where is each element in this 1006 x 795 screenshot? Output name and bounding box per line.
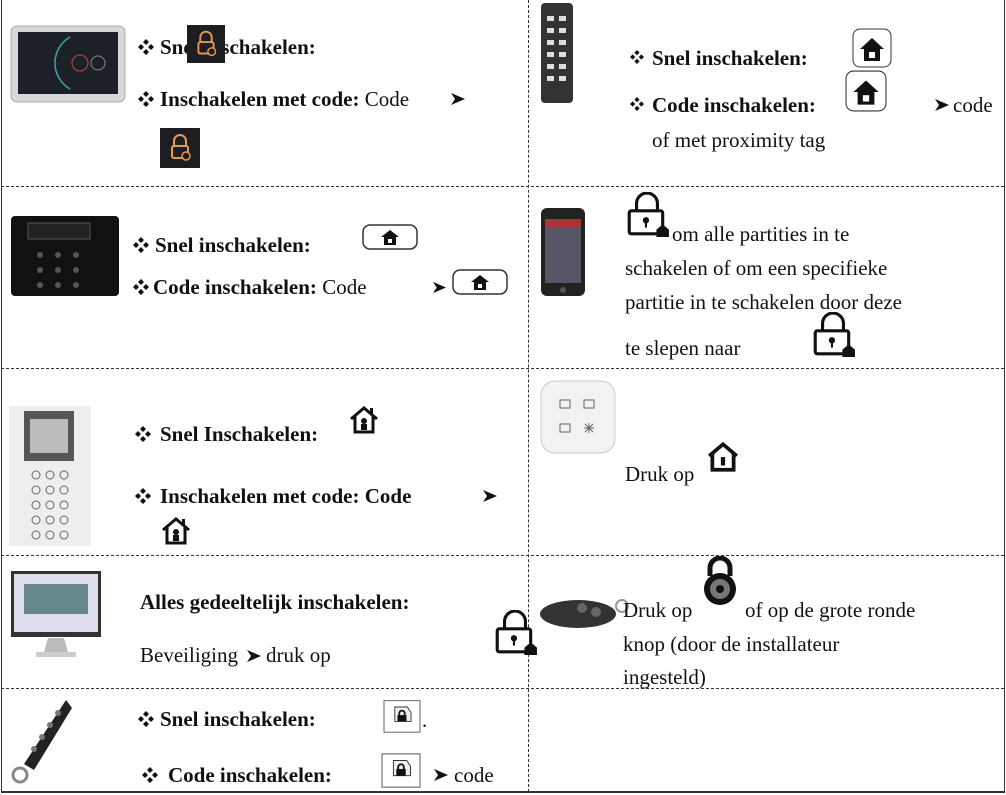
instruction: Inschakelen met code: Code [160,87,409,111]
arrow [450,91,466,107]
bullet [142,767,158,783]
arrow [433,767,449,783]
lock-home-icon [810,312,856,358]
arrow [482,488,498,504]
bullet [135,488,151,504]
text: partitie in te schakelen door deze [625,290,902,314]
label: Code inschakelen: [168,763,332,787]
lock-home-icon [492,610,538,656]
bullet [133,279,149,295]
lock-button-icon [382,698,422,734]
text: te slepen naar [625,336,741,360]
arrow [246,648,262,664]
label: Code inschakelen: [652,93,816,117]
lock-home-icon [624,192,670,238]
lock-icon [187,25,225,63]
device-keyfob-slim [11,700,72,784]
row-divider [1,368,1004,369]
home-button-icon [452,268,508,296]
text: Code [322,275,367,299]
padlock-icon [700,556,740,606]
row-divider [1,688,1004,689]
arrow [432,280,447,295]
text: knop (door de installateur [623,632,840,656]
text: Druk op [625,462,695,486]
label: Snel inschakelen: [155,233,311,257]
text: om alle partities in te [672,222,850,246]
arrow [934,97,950,113]
home-button-icon [362,224,418,250]
text: schakelen of om een specifieke [625,256,888,280]
text: code [953,93,993,117]
lock-icon [160,128,200,168]
label: Snel inschakelen: [160,35,316,59]
label: Snel Inschakelen: [160,422,319,446]
bullet [630,50,644,64]
device-remote-panic [540,380,616,454]
bullet [630,97,644,111]
text: Druk op [623,598,693,622]
device-keyfob [540,599,629,628]
label: Inschakelen met code: Code [160,484,412,508]
text: . [422,708,428,732]
label: Snel inschakelen: [652,46,808,70]
device-keypad [9,406,91,546]
bullet [135,426,151,442]
bullet [133,237,149,253]
home-icon [160,515,192,547]
device-lcd-keypad [11,216,119,296]
instruction: Code inschakelen: Code [153,275,367,299]
device-touchscreen [10,25,126,103]
home-button-icon [851,28,893,68]
device-keypad-reader [541,3,573,103]
label: Code inschakelen: [153,275,317,299]
device-monitor [11,571,101,657]
device-smartphone [541,208,585,296]
label: Inschakelen met code: [160,87,360,111]
label: Snel inschakelen: [160,707,316,731]
text: ingesteld) [623,665,706,689]
row-divider [1,186,1004,187]
row-divider [1,555,1004,556]
text: code [454,763,494,787]
text: Code [364,87,410,111]
text: Beveiliging [140,643,238,667]
home-button-icon [845,70,887,112]
text: of op de grote ronde [745,598,916,622]
text: druk op [266,643,331,667]
home-icon [706,440,740,474]
bullet [138,91,154,107]
bullet [138,711,154,727]
bullet [138,39,154,55]
text: of met proximity tag [652,128,826,152]
label: Alles gedeeltelijk inschakelen: [140,590,410,614]
column-divider [528,0,529,792]
lock-button-icon [375,751,427,789]
home-icon [348,404,380,436]
